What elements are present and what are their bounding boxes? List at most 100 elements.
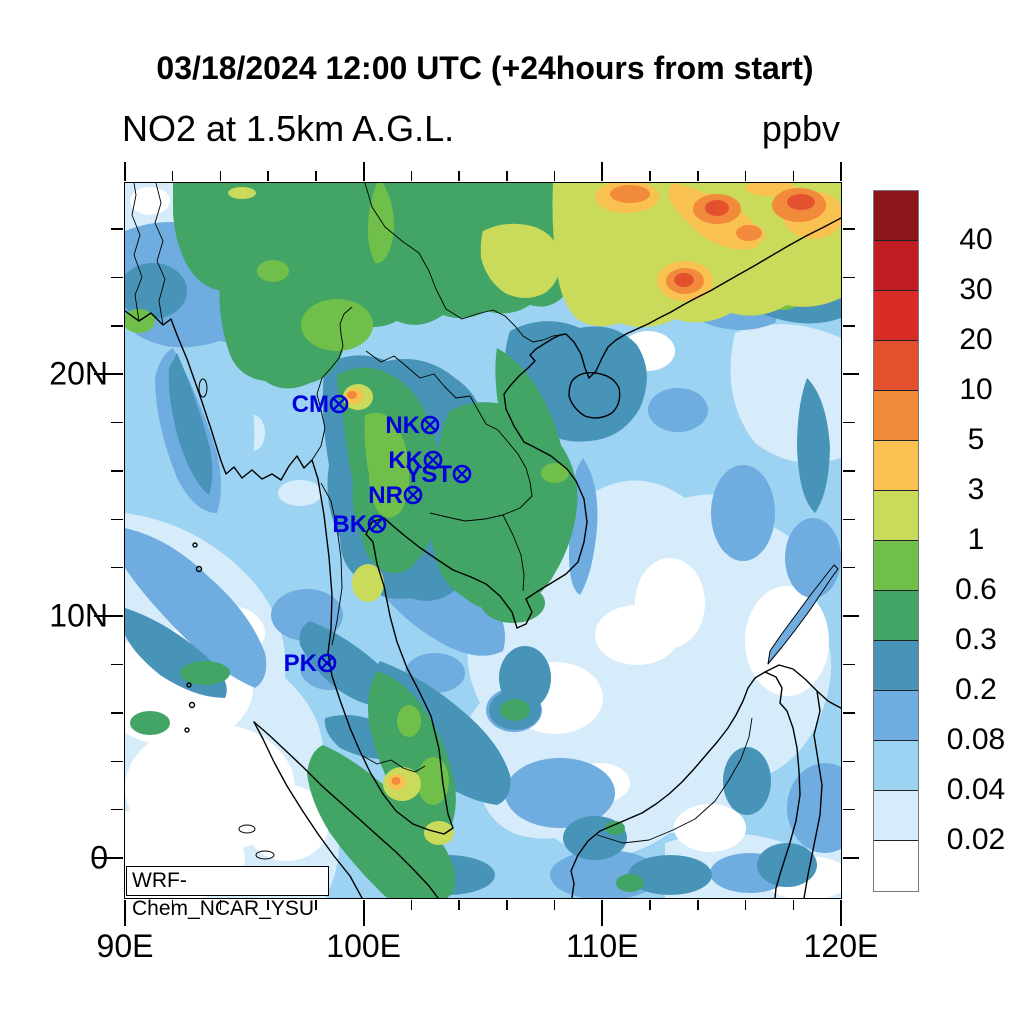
- x-minor-tick: [553, 900, 556, 910]
- station-marker-icon: [316, 652, 338, 674]
- station-label: PK: [283, 649, 317, 677]
- x-minor-tick: [458, 171, 460, 181]
- colorbar-tick-label: 30: [959, 273, 993, 306]
- station-label: NK: [385, 412, 421, 440]
- x-minor-tick: [219, 171, 222, 181]
- colorbar-tick-label: 20: [959, 323, 993, 356]
- x-major-tick: [362, 162, 365, 181]
- x-minor-tick: [649, 171, 651, 181]
- y-minor-tick: [843, 663, 855, 666]
- x-major-tick: [840, 162, 842, 181]
- map-field: [125, 183, 841, 898]
- x-minor-tick: [649, 900, 651, 910]
- x-minor-tick: [267, 900, 269, 910]
- x-major-tick: [601, 900, 604, 926]
- station-marker-icon: [419, 414, 441, 436]
- colorbar: [873, 190, 919, 892]
- model-label: WRF-Chem_NCAR_YSU: [132, 869, 315, 920]
- colorbar-segment: [874, 691, 918, 741]
- station-label: CM: [291, 391, 329, 418]
- y-axis-label: 20N: [49, 355, 108, 392]
- x-minor-tick: [553, 171, 556, 181]
- x-minor-tick: [410, 171, 413, 181]
- x-major-tick: [124, 900, 126, 926]
- x-axis-label: 90E: [96, 928, 154, 964]
- colorbar-segment: [874, 541, 918, 591]
- y-minor-tick: [111, 760, 123, 763]
- x-minor-tick: [171, 900, 174, 910]
- colorbar-segment: [874, 441, 918, 491]
- x-minor-tick: [792, 171, 795, 181]
- x-minor-tick: [410, 900, 413, 910]
- contour-red: [674, 194, 815, 287]
- colorbar-tick-label: 0.3: [955, 623, 997, 656]
- x-axis-label: 120E: [803, 928, 879, 964]
- y-minor-tick: [843, 518, 855, 521]
- station-marker-icon: [451, 463, 473, 485]
- plot-title: 03/18/2024 12:00 UTC (+24hours from star…: [156, 50, 814, 86]
- x-minor-tick: [744, 900, 747, 910]
- y-minor-tick: [111, 518, 123, 521]
- variable-subtitle: NO2 at 1.5km A.G.L.: [122, 108, 455, 149]
- coastlines: [125, 217, 841, 898]
- colorbar-segment: [874, 791, 918, 841]
- station-label: KK: [388, 446, 424, 474]
- colorbar-tick-label: 0.6: [955, 573, 997, 606]
- colorbar-segment: [874, 491, 918, 541]
- y-minor-tick: [843, 566, 855, 569]
- station-marker-icon: [328, 393, 350, 415]
- station-label: NR: [368, 482, 403, 510]
- y-minor-tick: [843, 421, 855, 424]
- y-axis-label: 10N: [49, 597, 108, 634]
- x-minor-tick: [697, 900, 699, 910]
- colorbar-segment: [874, 391, 918, 441]
- country-borders: [131, 183, 753, 844]
- x-minor-tick: [744, 171, 747, 181]
- x-major-tick: [840, 900, 842, 926]
- y-major-tick: [94, 857, 123, 860]
- x-major-tick: [124, 162, 126, 181]
- colorbar-tick-label: 0.2: [955, 673, 997, 706]
- colorbar-segment: [874, 741, 918, 791]
- colorbar-tick-label: 5: [967, 423, 985, 456]
- colorbar-tick-label: 0.04: [946, 773, 1006, 806]
- station-marker-icon: [402, 484, 424, 506]
- colorbar-tick-label: 1: [967, 523, 985, 556]
- colorbar-segment: [874, 191, 918, 241]
- y-minor-tick: [843, 808, 855, 811]
- y-minor-tick: [843, 276, 855, 279]
- y-minor-tick: [111, 421, 123, 424]
- colorbar-segment: [874, 641, 918, 691]
- y-axis-label: 0: [90, 839, 108, 876]
- y-major-tick: [843, 857, 859, 860]
- y-minor-tick: [843, 712, 855, 714]
- x-major-tick: [362, 900, 365, 926]
- y-minor-tick: [843, 325, 855, 327]
- x-minor-tick: [458, 900, 460, 910]
- colorbar-segment: [874, 341, 918, 391]
- y-minor-tick: [111, 566, 123, 569]
- x-axis-label: 100E: [326, 928, 402, 964]
- colorbar-tick-label: 40: [959, 223, 993, 256]
- y-major-tick: [843, 373, 859, 376]
- colorbar-segment: [874, 291, 918, 341]
- colorbar-segments: [874, 191, 918, 891]
- x-minor-tick: [697, 171, 699, 181]
- y-minor-tick: [843, 470, 855, 472]
- x-minor-tick: [792, 900, 795, 910]
- x-major-tick: [601, 162, 604, 181]
- colorbar-segment: [874, 591, 918, 641]
- colorbar-tick-label: 3: [967, 473, 985, 506]
- x-minor-tick: [219, 900, 222, 910]
- x-minor-tick: [506, 900, 508, 910]
- x-minor-tick: [315, 171, 317, 181]
- colorbar-tick-label: 0.08: [946, 723, 1006, 756]
- y-major-tick: [843, 615, 859, 618]
- colorbar-tick-label: 0.02: [946, 823, 1006, 856]
- map-panel: [124, 182, 842, 899]
- y-minor-tick: [111, 712, 123, 714]
- colorbar-segment: [874, 841, 918, 891]
- y-minor-tick: [111, 808, 123, 811]
- model-label-box: WRF-Chem_NCAR_YSU: [126, 866, 329, 920]
